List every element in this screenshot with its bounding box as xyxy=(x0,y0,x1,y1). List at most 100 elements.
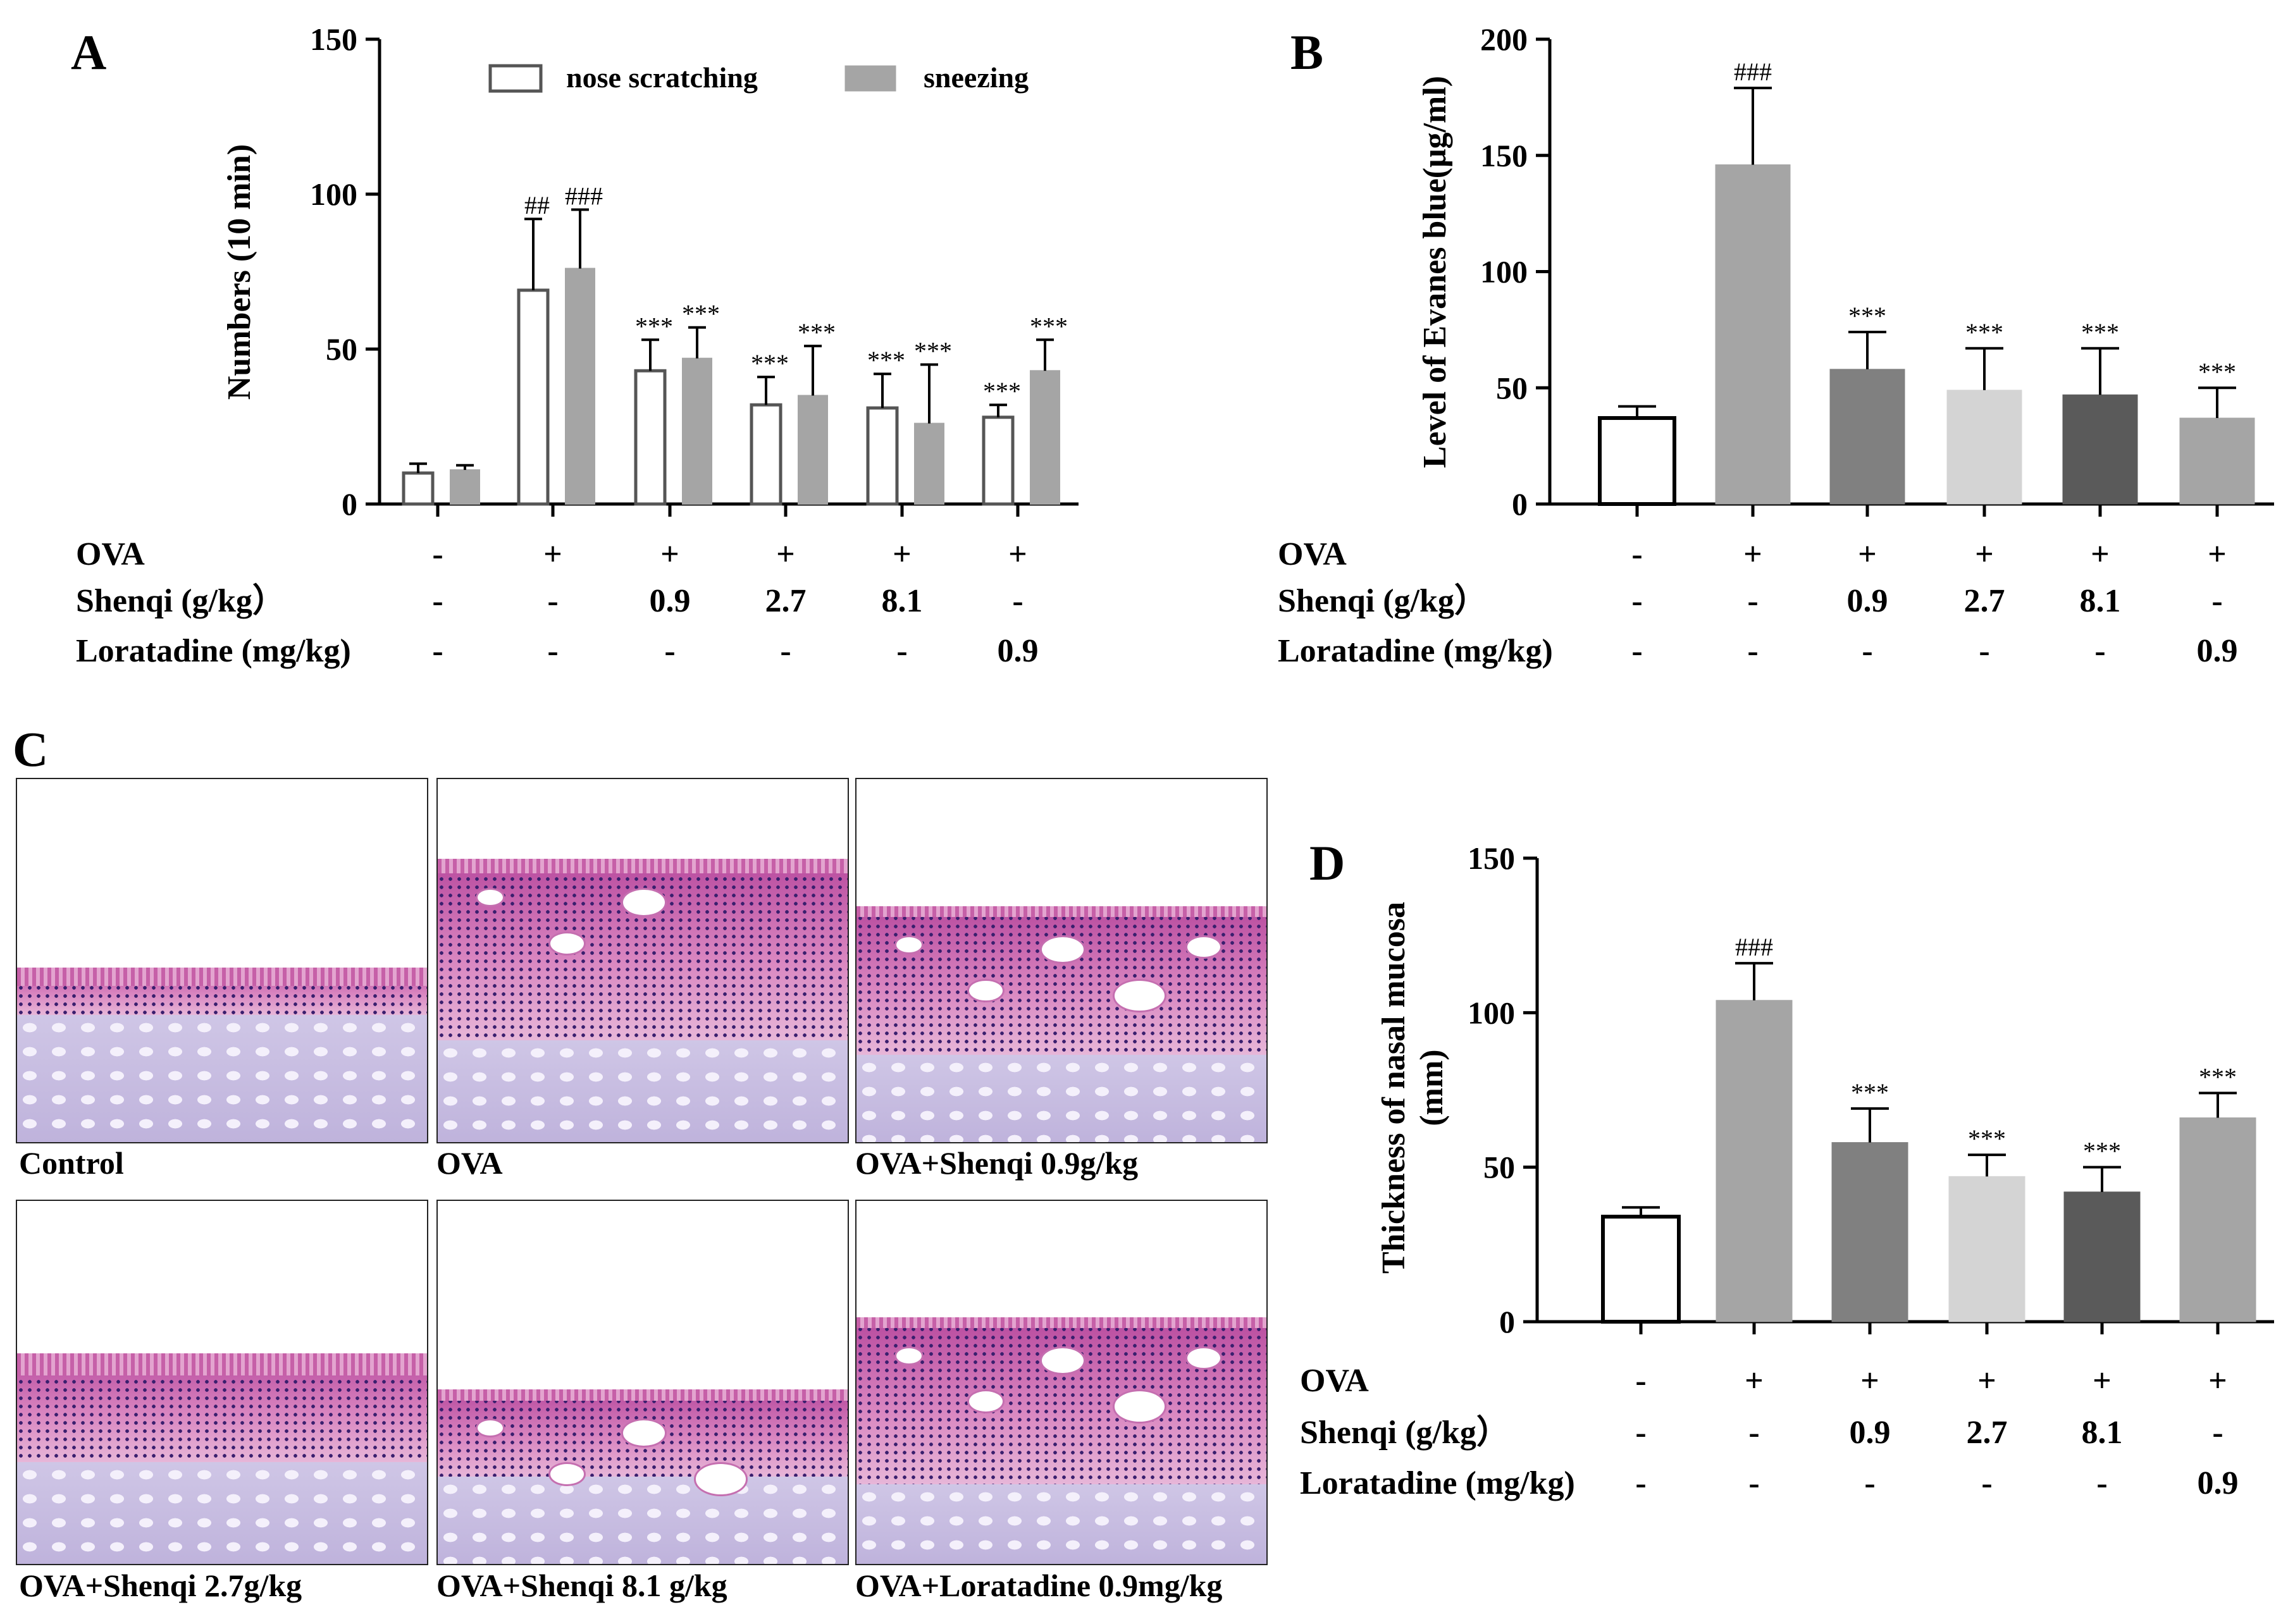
table-d-cell: - xyxy=(2096,1465,2107,1501)
chart-d-bar xyxy=(2179,1117,2256,1322)
chart-d-significance-label: ### xyxy=(1735,933,1773,961)
gland-lumen xyxy=(548,932,586,956)
chart-b-bar xyxy=(1598,416,1676,507)
table-a-cell: + xyxy=(660,536,679,572)
table-b-cell: + xyxy=(2091,536,2110,572)
table-b-cell: - xyxy=(1631,536,1642,572)
table-d-cell: - xyxy=(1635,1363,1646,1399)
chart-d-bar xyxy=(1716,1000,1793,1322)
gland-lumen xyxy=(967,1389,1005,1414)
chart-a-bar xyxy=(982,415,1015,506)
table-a-row-label: OVA xyxy=(76,536,145,572)
micrograph-caption: OVA+Shenqi 8.1 g/kg xyxy=(436,1568,727,1603)
chart-b-bar xyxy=(1715,164,1791,505)
chart-a-y-tick-label: 0 xyxy=(342,486,357,522)
panel-d-letter: D xyxy=(1309,835,1345,890)
chart-d-y-axis-label: (mm) xyxy=(1414,1049,1450,1126)
cartilage-layer xyxy=(17,1462,427,1564)
chart-a-legend-swatch xyxy=(844,65,896,92)
table-d-cell: + xyxy=(1860,1363,1879,1399)
chart-d-y-tick-label: 0 xyxy=(1499,1304,1515,1339)
chart-b-y-tick-label: 150 xyxy=(1480,138,1528,173)
table-b-cell: - xyxy=(2094,633,2105,669)
micrograph-caption: OVA+Shenqi 2.7g/kg xyxy=(19,1568,302,1603)
table-a-row-label: Shenqi (g/kg） xyxy=(76,582,285,619)
table-b-cell: - xyxy=(1979,633,1989,669)
table-d-row-label: Shenqi (g/kg） xyxy=(1300,1414,1509,1451)
chart-a-y-tick-label: 150 xyxy=(310,22,357,57)
chart-b-significance-label: *** xyxy=(1965,318,2003,347)
table-b-row-label: Loratadine (mg/kg) xyxy=(1278,633,1553,669)
table-b-cell: - xyxy=(1862,633,1872,669)
table-a-cell: - xyxy=(432,536,443,572)
table-d-cell: 2.7 xyxy=(1967,1415,2008,1451)
gland-lumen xyxy=(1185,1346,1222,1370)
chart-d-y-axis-label: Thickness of nasal mucosa xyxy=(1376,902,1412,1274)
chart-b-y-tick-label: 0 xyxy=(1512,486,1528,522)
chart-d-y-tick-label: 150 xyxy=(1468,840,1515,876)
panel-a-letter: A xyxy=(71,25,107,80)
table-d-cell: - xyxy=(1864,1465,1875,1501)
table-d-cell: + xyxy=(2208,1363,2227,1399)
table-d-cell: 0.9 xyxy=(2198,1465,2239,1501)
chart-d-significance-label: *** xyxy=(1851,1078,1889,1107)
chart-d-bar xyxy=(2063,1191,2141,1322)
table-b-cell: + xyxy=(1743,536,1762,572)
table-b-cell: 2.7 xyxy=(1964,583,2005,619)
chart-a-significance-label: *** xyxy=(635,312,673,340)
epithelium-layer xyxy=(438,1389,848,1401)
chart-b-y-axis-label: Level of Evanes blue(μg/ml) xyxy=(1417,76,1453,468)
micrograph-caption: OVA+Shenqi 0.9g/kg xyxy=(855,1145,1139,1181)
epithelium-layer xyxy=(856,906,1266,918)
chart-a-bar xyxy=(634,369,667,506)
cartilage-layer xyxy=(856,1055,1266,1142)
micrograph-caption: OVA+Loratadine 0.9mg/kg xyxy=(855,1568,1223,1603)
table-a-cell: 0.9 xyxy=(650,583,691,619)
gland-lumen xyxy=(694,1462,748,1496)
chart-a-bar xyxy=(565,268,595,505)
table-a-cell: - xyxy=(547,583,558,619)
chart-d-significance-label: *** xyxy=(2199,1062,2237,1091)
chart-a-significance-label: *** xyxy=(798,318,836,347)
gland-lumen xyxy=(476,1418,505,1438)
table-a-cell: - xyxy=(780,633,791,669)
chart-a-significance-label: ## xyxy=(524,191,550,219)
table-a-cell: + xyxy=(543,536,562,572)
chart-b-bar xyxy=(1946,390,2022,505)
micrograph-caption: Control xyxy=(19,1145,124,1181)
table-d-cell: - xyxy=(1981,1465,1992,1501)
chart-a-y-tick-label: 100 xyxy=(310,176,357,212)
micrograph-image xyxy=(16,1200,428,1565)
chart-b-bar xyxy=(2179,417,2255,505)
table-b-cell: 8.1 xyxy=(2080,583,2121,619)
panel-b-letter: B xyxy=(1290,25,1324,80)
micrograph-caption: OVA xyxy=(436,1145,503,1181)
epithelium-layer xyxy=(856,1317,1266,1328)
chart-d-bar xyxy=(1948,1176,2025,1322)
chart-a-bar xyxy=(682,357,712,505)
chart-b-significance-label: ### xyxy=(1734,58,1772,86)
table-b-row-label: OVA xyxy=(1278,536,1347,572)
micrograph-image xyxy=(436,778,849,1143)
chart-a-bar xyxy=(402,471,435,506)
cartilage-layer xyxy=(438,1040,848,1142)
chart-d-y-tick-label: 50 xyxy=(1483,1150,1515,1185)
table-b-cell: + xyxy=(2208,536,2227,572)
gland-lumen xyxy=(621,1418,667,1448)
micrograph-image xyxy=(855,778,1268,1143)
table-d-cell: - xyxy=(1748,1465,1759,1501)
chart-b-significance-label: *** xyxy=(2198,357,2236,386)
table-a-cell: 8.1 xyxy=(882,583,923,619)
table-b-cell: 0.9 xyxy=(2197,633,2238,669)
gland-lumen xyxy=(476,888,505,907)
epithelium-layer xyxy=(438,859,848,874)
panel-c-letter: C xyxy=(13,722,49,777)
chart-a-y-tick-label: 50 xyxy=(326,331,357,367)
table-a-cell: + xyxy=(776,536,795,572)
chart-d-bar xyxy=(1831,1142,1908,1322)
gland-lumen xyxy=(1113,1389,1166,1424)
chart-a-legend-swatch xyxy=(488,64,543,93)
gland-lumen xyxy=(1113,978,1166,1013)
chart-a-legend-label: nose scratching xyxy=(566,61,758,94)
chart-b-bar xyxy=(1829,369,1905,505)
